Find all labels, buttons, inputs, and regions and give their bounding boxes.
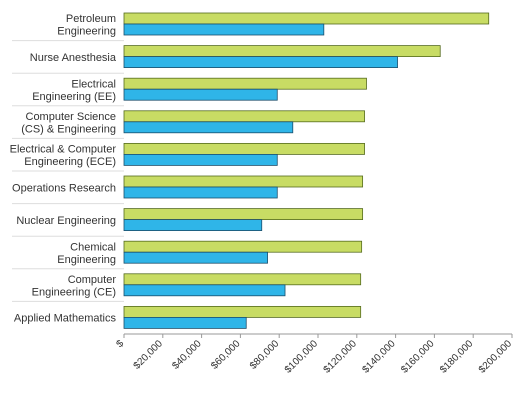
x-tick-label: $100,000 xyxy=(283,338,321,376)
x-tick-label: $60,000 xyxy=(209,338,243,372)
x-tick-label: $200,000 xyxy=(477,338,515,376)
category-label: Computer Science xyxy=(26,111,117,123)
bar-series1-row7 xyxy=(123,208,364,221)
bar-series2-row6 xyxy=(123,186,278,199)
category-label: Operations Research xyxy=(12,182,116,194)
category-label: Engineering xyxy=(57,254,116,266)
bar-series1-row4 xyxy=(123,110,365,123)
bar-series1-row3 xyxy=(123,77,367,90)
bar-series1-row5 xyxy=(123,142,365,155)
category-label: Applied Mathematics xyxy=(14,313,117,325)
bar-series1-row6 xyxy=(123,175,364,188)
x-tick-label: $180,000 xyxy=(438,338,476,376)
bar-series1-row2 xyxy=(123,45,441,57)
category-label: Engineering xyxy=(57,26,116,38)
category-label: Engineering (CE) xyxy=(32,286,116,298)
x-tick-label: $80,000 xyxy=(248,338,282,372)
category-label: Nuclear Engineering xyxy=(16,215,116,227)
category-label: (CS) & Engineering xyxy=(21,123,116,135)
x-tick-label: $ xyxy=(114,338,126,350)
bar-series2-row8 xyxy=(123,251,268,264)
x-tick-label: $40,000 xyxy=(170,338,204,372)
bar-series2-row3 xyxy=(123,88,278,101)
x-tick-label: $140,000 xyxy=(360,338,398,376)
category-label: Computer xyxy=(68,274,117,286)
bar-series2-row1 xyxy=(123,23,325,36)
bar-series2-row5 xyxy=(123,153,278,166)
bar-series2-row7 xyxy=(123,219,263,232)
bar-series1-row10 xyxy=(123,305,362,318)
category-label: Engineering (EE) xyxy=(32,91,116,103)
category-label: Nurse Anesthesia xyxy=(30,52,117,64)
category-label: Engineering (ECE) xyxy=(24,156,116,168)
bar-series1-row8 xyxy=(123,240,363,253)
category-label: Electrical & Computer xyxy=(10,143,117,155)
bar-series2-row9 xyxy=(123,284,286,297)
bar-series1-row1 xyxy=(123,12,490,25)
bar-series1-row9 xyxy=(123,273,362,286)
category-label: Petroleum xyxy=(66,13,116,25)
x-tick-label: $20,000 xyxy=(132,338,166,372)
bar-series2-row4 xyxy=(123,121,294,134)
bar-series2-row10 xyxy=(123,316,247,329)
category-label: Chemical xyxy=(70,241,116,253)
bar-series2-row2 xyxy=(123,56,398,68)
x-tick-label: $120,000 xyxy=(322,338,360,376)
category-label: Electrical xyxy=(71,78,116,90)
x-tick-label: $160,000 xyxy=(399,338,437,376)
